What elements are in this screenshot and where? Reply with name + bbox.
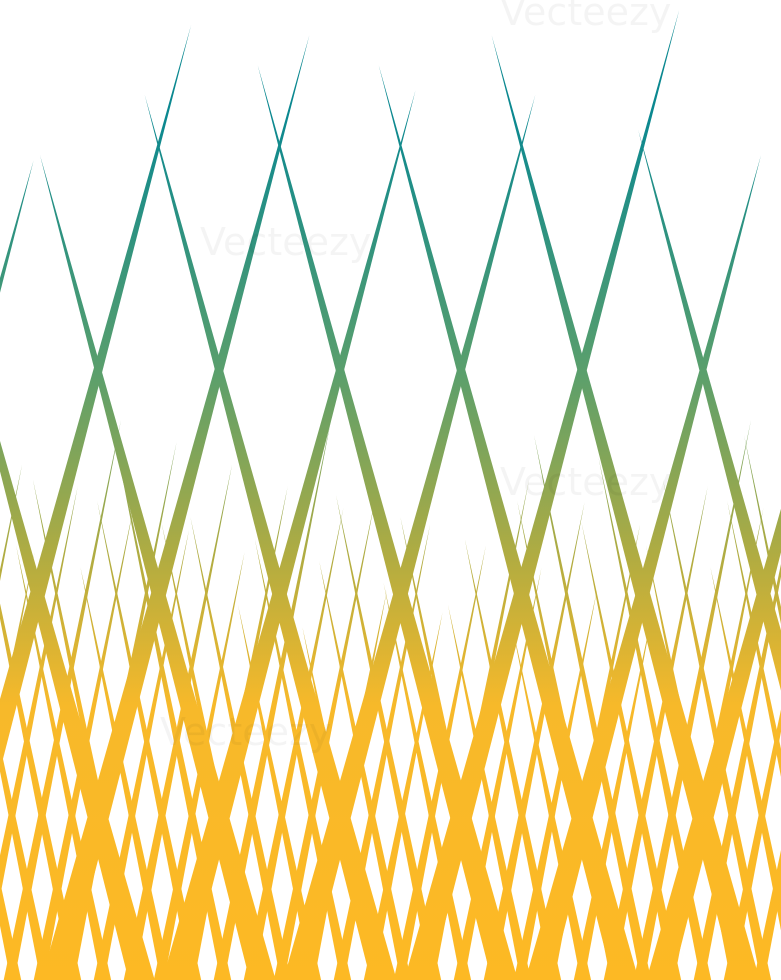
blade (0, 440, 155, 980)
blade (0, 745, 52, 980)
blade (190, 517, 292, 980)
blade (646, 508, 781, 980)
blade (400, 517, 502, 980)
blade (283, 95, 536, 980)
blade (213, 420, 331, 980)
blade (0, 464, 23, 582)
blade (598, 457, 712, 980)
blade (464, 539, 562, 980)
blade (33, 508, 134, 980)
blade (662, 479, 772, 980)
blade (319, 561, 412, 980)
blade (254, 539, 352, 980)
blade (638, 130, 781, 691)
blade (404, 10, 680, 980)
blade (491, 35, 760, 980)
blade (123, 464, 233, 980)
blade (517, 501, 622, 980)
blade (693, 563, 781, 980)
blade (0, 160, 34, 293)
watermark: Vecteezy (160, 710, 331, 754)
blade (257, 65, 518, 980)
blade (162, 90, 416, 980)
blade (633, 420, 751, 980)
watermarks: Vecteezy Vecteezy Vecteezy Vecteezy (160, 0, 671, 754)
blade (727, 501, 781, 777)
blade (378, 65, 639, 980)
blade (0, 881, 22, 980)
blade (273, 502, 375, 980)
blade (243, 508, 344, 980)
watermark: Vecteezy (500, 460, 671, 504)
blade (744, 435, 781, 625)
blade (534, 435, 652, 980)
blade (0, 486, 78, 897)
blade (581, 523, 682, 980)
blade (483, 502, 585, 980)
blade (573, 612, 653, 980)
large-blades (0, 10, 781, 980)
blade (0, 25, 192, 771)
blade (144, 95, 397, 980)
watermark: Vecteezy (500, 0, 671, 34)
blade (97, 501, 202, 980)
blade (39, 155, 276, 980)
watermark: Vecteezy (200, 220, 371, 264)
blade (336, 495, 442, 980)
blade (0, 603, 82, 980)
blade (710, 567, 781, 931)
blade (448, 605, 532, 980)
blade (80, 567, 172, 980)
blade (41, 35, 310, 980)
